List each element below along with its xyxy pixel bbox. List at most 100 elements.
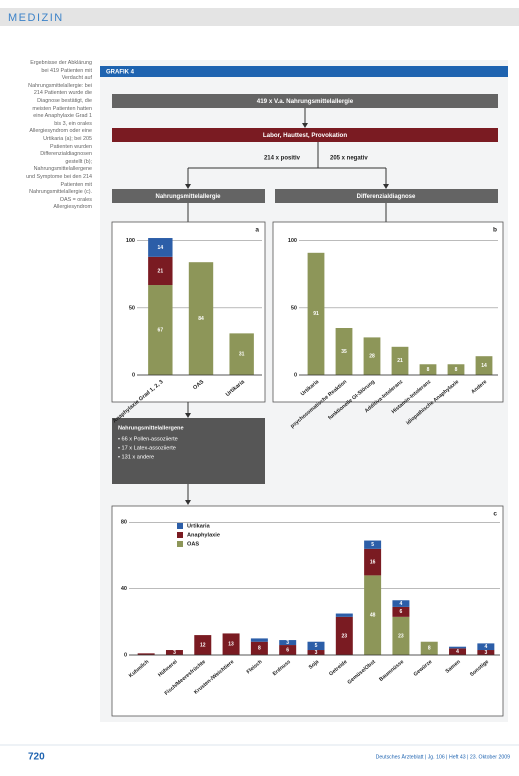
flow-arrowhead <box>302 123 308 128</box>
flow-box <box>112 189 265 203</box>
allergen-item: • 66 x Pollen-assoziierte <box>118 436 178 442</box>
value-label: 14 <box>481 363 487 369</box>
bar-segment <box>392 606 410 617</box>
caption: Ergebnisse der Abklärung bei 419 Patient… <box>26 60 92 211</box>
flow-arrowhead <box>185 500 191 505</box>
bar-segment <box>391 346 409 375</box>
bar-segment <box>137 653 155 655</box>
bar-segment <box>307 252 325 375</box>
allergen-item: • 17 x Latex-assoziierte <box>118 445 176 451</box>
bar-segment <box>335 616 353 655</box>
bar-segment <box>477 650 495 655</box>
y-tick-label: 0 <box>124 652 127 658</box>
bar-segment <box>222 633 240 655</box>
y-tick-label: 50 <box>291 305 297 311</box>
value-label: 31 <box>239 352 245 358</box>
value-label: 13 <box>228 642 234 648</box>
y-tick-label: 0 <box>132 372 135 378</box>
bar-segment <box>188 262 214 375</box>
value-label: 16 <box>370 559 376 565</box>
value-label: 48 <box>370 613 376 619</box>
flow-box <box>112 128 498 142</box>
y-tick-label: 0 <box>294 372 297 378</box>
value-label: 5 <box>315 643 318 649</box>
bar-segment <box>364 540 382 549</box>
allergen-box <box>112 418 265 484</box>
value-label: 21 <box>397 358 403 364</box>
flow-left-box: Nahrungsmittelallergie <box>155 194 221 200</box>
flow-tests: Labor, Hauttest, Provokation <box>263 132 347 139</box>
value-label: 3 <box>173 650 176 656</box>
y-tick-label: 80 <box>121 520 127 526</box>
bar-segment <box>194 635 212 655</box>
bar-segment <box>307 650 325 655</box>
value-label: 3 <box>484 650 487 656</box>
value-label: 6 <box>286 647 289 653</box>
panel-letter: a <box>255 227 259 234</box>
flow-right-box: Differenzialdiagnose <box>357 194 416 200</box>
header-title: MEDIZIN <box>8 12 64 24</box>
value-label: 35 <box>341 349 347 355</box>
legend-label: OAS <box>187 541 199 547</box>
value-label: 8 <box>427 367 430 373</box>
legend-swatch <box>177 541 183 547</box>
flow-box <box>112 94 498 108</box>
bar-segment <box>165 650 183 655</box>
value-label: 28 <box>369 354 375 360</box>
y-tick-label: 50 <box>129 305 135 311</box>
value-label: 14 <box>158 245 164 251</box>
bar-segment <box>307 641 325 651</box>
bar-segment <box>364 575 382 655</box>
bar-segment <box>279 640 297 646</box>
flow-start: 419 x V.a. Nahrungsmittelallergie <box>257 98 354 105</box>
value-label: 67 <box>158 327 164 333</box>
value-label: 3 <box>315 650 318 656</box>
flow-arrowhead <box>383 184 389 189</box>
value-label: 23 <box>398 633 404 639</box>
allergen-item: • 131 x andere <box>118 454 154 460</box>
bar-segment <box>279 645 297 655</box>
flow-negative: 205 x negativ <box>330 156 368 162</box>
figure-title-bar <box>100 66 508 77</box>
panel-letter: c <box>493 511 497 518</box>
value-label: 4 <box>484 644 487 650</box>
y-tick-label: 100 <box>288 238 297 244</box>
value-label: 23 <box>342 633 348 639</box>
footer-journal: Deutsches Ärzteblatt | Jg. 106 | Heft 43… <box>376 753 510 760</box>
panel-letter: b <box>493 227 497 234</box>
value-label: 91 <box>313 311 319 317</box>
allergen-title: Nahrungsmittelallergene <box>118 425 184 431</box>
value-label: 21 <box>158 268 164 274</box>
bar-segment <box>420 641 438 655</box>
bar-segment <box>449 646 467 649</box>
bar-segment <box>148 238 173 257</box>
value-label: 3 <box>286 640 289 646</box>
footer-page: 720 <box>28 752 45 763</box>
flow-arrowhead <box>185 413 191 418</box>
bar-segment <box>335 613 353 617</box>
flow-box <box>275 189 498 203</box>
value-label: 8 <box>428 646 431 652</box>
bar-segment <box>477 643 495 651</box>
bar-segment <box>449 648 467 655</box>
legend-swatch <box>177 532 183 538</box>
bar-segment <box>364 548 382 576</box>
legend-swatch <box>177 523 183 529</box>
value-label: 12 <box>200 642 206 648</box>
value-label: 4 <box>456 649 459 655</box>
legend-label: Anaphylaxie <box>187 532 220 538</box>
bar-segment <box>419 364 437 375</box>
panel-frame <box>111 505 504 717</box>
value-label: 84 <box>198 316 204 322</box>
x-tick-label: Soja <box>308 659 320 671</box>
value-label: 8 <box>455 367 458 373</box>
bar-segment <box>148 256 173 286</box>
bar-segment <box>475 356 493 375</box>
bar-segment <box>148 285 173 375</box>
value-label: 5 <box>371 542 374 548</box>
header-band <box>0 8 519 26</box>
bar-segment <box>447 364 465 375</box>
value-label: 8 <box>258 646 261 652</box>
